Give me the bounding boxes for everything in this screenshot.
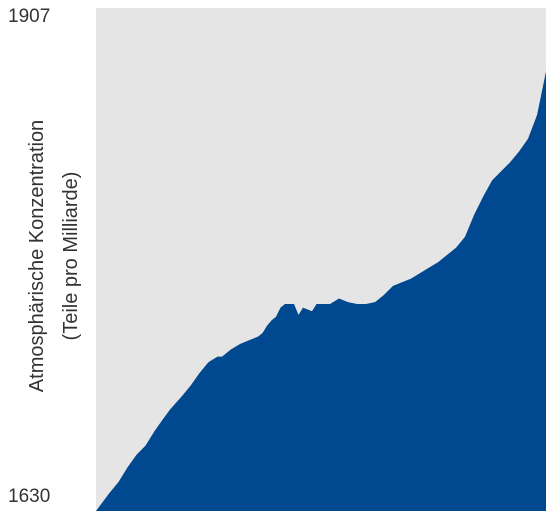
area-series <box>96 71 546 511</box>
y-max-tick-label: 1907 <box>8 6 51 27</box>
y-min-tick-label: 1630 <box>8 486 51 507</box>
